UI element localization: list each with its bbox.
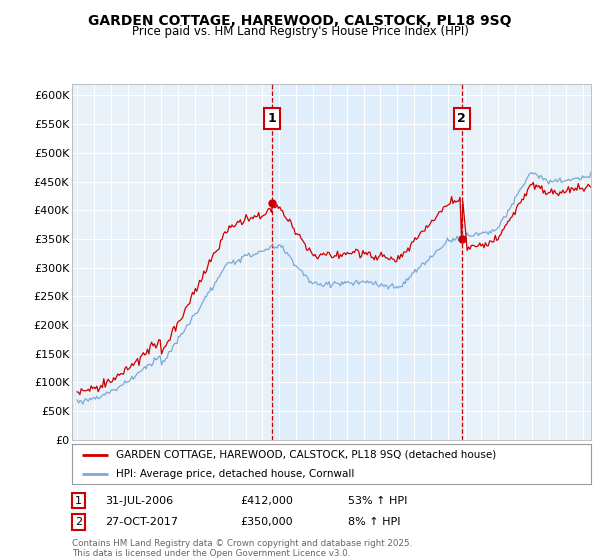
- Text: 53% ↑ HPI: 53% ↑ HPI: [348, 496, 407, 506]
- Text: 27-OCT-2017: 27-OCT-2017: [105, 517, 178, 527]
- Text: 2: 2: [457, 112, 466, 125]
- Text: HPI: Average price, detached house, Cornwall: HPI: Average price, detached house, Corn…: [116, 469, 355, 478]
- Bar: [272, 84, 462, 440]
- Text: 2: 2: [75, 517, 82, 527]
- Text: Contains HM Land Registry data © Crown copyright and database right 2025.
This d: Contains HM Land Registry data © Crown c…: [72, 539, 412, 558]
- Text: 1: 1: [75, 496, 82, 506]
- Text: 31-JUL-2006: 31-JUL-2006: [105, 496, 173, 506]
- Text: 8% ↑ HPI: 8% ↑ HPI: [348, 517, 401, 527]
- Text: £350,000: £350,000: [240, 517, 293, 527]
- Text: £412,000: £412,000: [240, 496, 293, 506]
- Text: Price paid vs. HM Land Registry's House Price Index (HPI): Price paid vs. HM Land Registry's House …: [131, 25, 469, 38]
- Text: GARDEN COTTAGE, HAREWOOD, CALSTOCK, PL18 9SQ (detached house): GARDEN COTTAGE, HAREWOOD, CALSTOCK, PL18…: [116, 450, 496, 460]
- Text: GARDEN COTTAGE, HAREWOOD, CALSTOCK, PL18 9SQ: GARDEN COTTAGE, HAREWOOD, CALSTOCK, PL18…: [88, 14, 512, 28]
- Text: 1: 1: [268, 112, 277, 125]
